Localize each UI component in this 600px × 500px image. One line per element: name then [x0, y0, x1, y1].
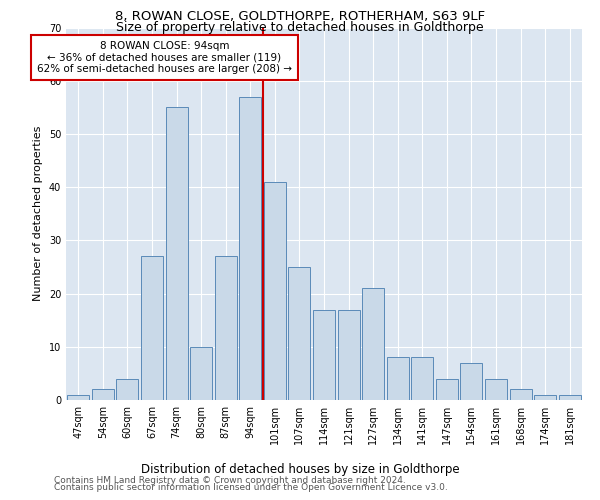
Text: Contains HM Land Registry data © Crown copyright and database right 2024.: Contains HM Land Registry data © Crown c…: [54, 476, 406, 485]
Bar: [386, 358, 409, 400]
Text: Size of property relative to detached houses in Goldthorpe: Size of property relative to detached ho…: [116, 22, 484, 35]
Text: 8, ROWAN CLOSE, GOLDTHORPE, ROTHERHAM, S63 9LF: 8, ROWAN CLOSE, GOLDTHORPE, ROTHERHAM, S…: [115, 10, 485, 23]
Bar: [460, 362, 482, 400]
Bar: [239, 96, 262, 400]
Bar: [215, 256, 237, 400]
Bar: [92, 390, 114, 400]
Bar: [436, 378, 458, 400]
Bar: [362, 288, 384, 400]
Text: Contains public sector information licensed under the Open Government Licence v3: Contains public sector information licen…: [54, 484, 448, 492]
Text: Distribution of detached houses by size in Goldthorpe: Distribution of detached houses by size …: [140, 462, 460, 475]
Bar: [116, 378, 139, 400]
Bar: [338, 310, 359, 400]
Bar: [141, 256, 163, 400]
Y-axis label: Number of detached properties: Number of detached properties: [33, 126, 43, 302]
Bar: [411, 358, 433, 400]
Bar: [67, 394, 89, 400]
Bar: [190, 347, 212, 400]
Bar: [264, 182, 286, 400]
Text: 8 ROWAN CLOSE: 94sqm
← 36% of detached houses are smaller (119)
62% of semi-deta: 8 ROWAN CLOSE: 94sqm ← 36% of detached h…: [37, 41, 292, 74]
Bar: [559, 394, 581, 400]
Bar: [534, 394, 556, 400]
Bar: [289, 267, 310, 400]
Bar: [485, 378, 507, 400]
Bar: [509, 390, 532, 400]
Bar: [166, 108, 188, 400]
Bar: [313, 310, 335, 400]
